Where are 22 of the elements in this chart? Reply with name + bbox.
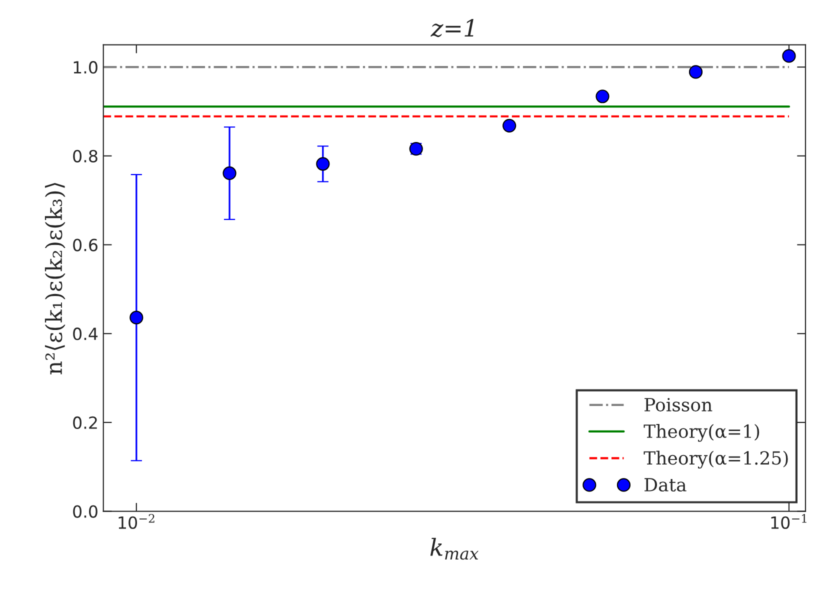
- y-tick-label: 0.2: [73, 416, 97, 430]
- x-axis-title: k$_{max}$: [430, 538, 479, 560]
- legend-label: Theory(α=1.25): [644, 450, 788, 469]
- point: [688, 65, 703, 79]
- y-axis-title: n²⟨ε(k₁)ε(k₂)ε(k₃)⟩: [44, 182, 66, 374]
- point: [316, 157, 330, 171]
- y-tick-label: 0.6: [73, 238, 98, 252]
- y-tick-label: 0.4: [73, 328, 98, 340]
- point: [596, 90, 610, 104]
- y-tick-label: 0.0: [73, 505, 98, 518]
- legend-label: Data: [644, 478, 686, 492]
- x-tick-label: 10$^{−1}$: [771, 514, 806, 529]
- point: [782, 49, 796, 63]
- y-tick-label: 1.0: [74, 61, 98, 74]
- point: [222, 166, 236, 180]
- y-tick-label: 0.8: [73, 150, 98, 162]
- point: [130, 310, 144, 324]
- chart-title: z=1: [430, 18, 474, 38]
- point: [502, 118, 516, 133]
- x-tick-label: 10$^{−2}$: [118, 514, 154, 529]
- legend-label: Poisson: [644, 398, 712, 412]
- legend-label: Theory(α=1): [644, 424, 760, 442]
